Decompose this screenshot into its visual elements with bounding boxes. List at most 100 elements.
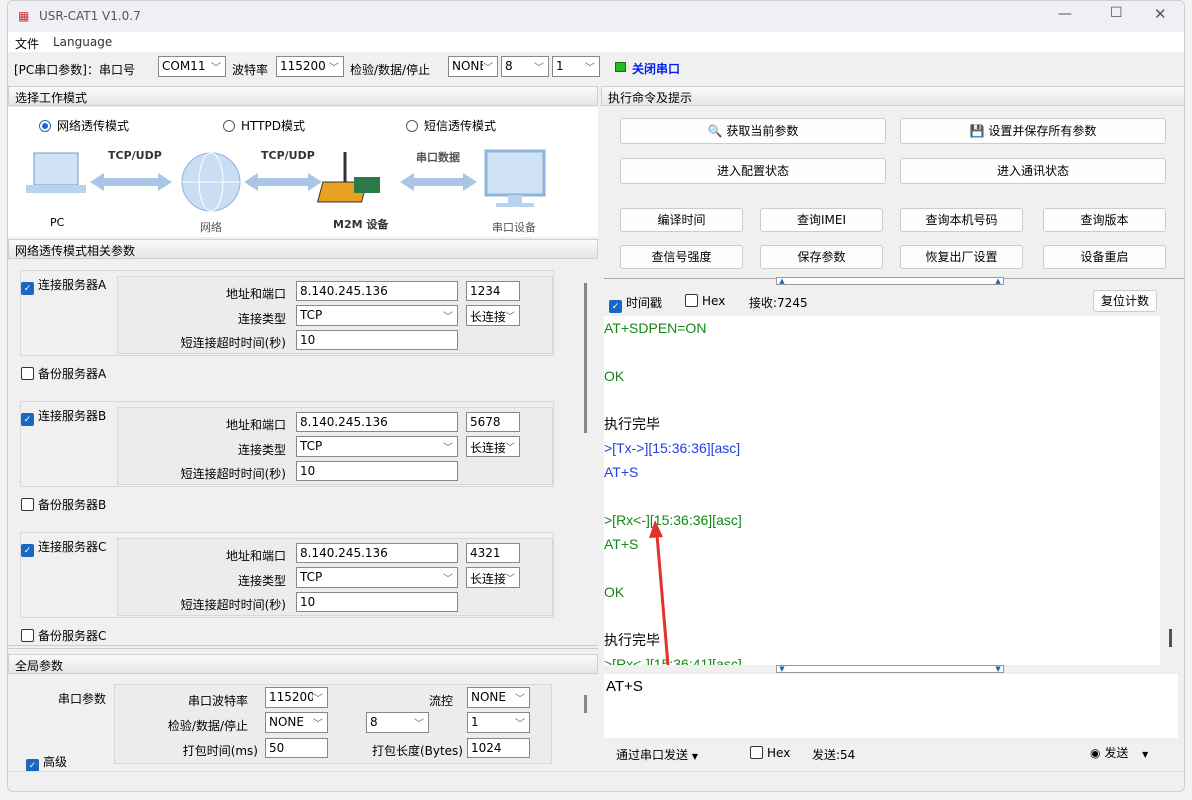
reset-count-button[interactable]: 复位计数 (1093, 290, 1157, 312)
pc-icon (26, 152, 86, 193)
save-all-button[interactable]: 💾 设置并保存所有参数 (900, 118, 1166, 144)
connection-mode-select[interactable]: 长连接 ﹀ (466, 567, 520, 588)
menu-language[interactable]: Language (53, 35, 113, 49)
get-params-button[interactable]: 🔍 获取当前参数 (620, 118, 886, 144)
splitter[interactable] (8, 645, 598, 649)
command-button[interactable]: 查询IMEI (760, 208, 883, 232)
mode-radio-httpd[interactable]: HTTPD模式 (223, 117, 305, 134)
command-button[interactable]: 查信号强度 (620, 245, 743, 269)
global-databits-select[interactable]: 8 ﹀ (366, 712, 429, 733)
log-line: 执行完毕 (604, 416, 660, 432)
search-doc-icon: 🔍 (707, 124, 723, 138)
mode-radio-sms[interactable]: 短信透传模式 (406, 117, 496, 134)
arrow-icon (244, 173, 322, 191)
command-button[interactable]: 查询本机号码 (900, 208, 1023, 232)
send-mode-dropdown[interactable]: 通过串口发送 ▼ (616, 748, 698, 762)
backup-server-checkbox[interactable]: 备份服务器A (21, 365, 106, 382)
save-icon: 💾 (969, 124, 985, 138)
log-line: 执行完毕 (604, 632, 660, 648)
close-button[interactable]: ✕ (1154, 5, 1167, 23)
server-address-input[interactable]: 8.140.245.136 (296, 412, 458, 432)
databits-select[interactable]: 8 ﹀ (501, 56, 549, 77)
receive-log[interactable]: AT+SDPEN=ON OK 执行完毕 >[Tx->][15:36:36][asc] A… (604, 316, 1160, 665)
log-line: AT+SDPEN=ON (604, 320, 707, 336)
port-select[interactable]: COM11 ﹀ (158, 56, 226, 77)
connection-mode-select[interactable]: 长连接 ﹀ (466, 436, 520, 457)
command-button[interactable]: 设备重启 (1043, 245, 1166, 269)
server-port-input[interactable]: 5678 (466, 412, 520, 432)
server-port-input[interactable]: 1234 (466, 281, 520, 301)
flow-label: 流控 (429, 694, 454, 708)
connection-mode-select[interactable]: 长连接 ﹀ (466, 305, 520, 326)
backup-server-checkbox[interactable]: 备份服务器C (21, 627, 106, 643)
global-scrollbar[interactable] (584, 695, 587, 713)
pack-len-label: 打包长度(Bytes) (371, 744, 463, 758)
splitter-handle[interactable]: ▲ ▲ (776, 277, 1004, 285)
pack-time-input[interactable]: 50 (265, 738, 328, 758)
log-line (604, 484, 1160, 508)
enter-config-button[interactable]: 进入配置状态 (620, 158, 886, 184)
timeout-input[interactable]: 10 (296, 461, 458, 481)
timeout-label: 短连接超时时间(秒) (180, 336, 286, 350)
server-list-scrollbar[interactable] (584, 283, 587, 433)
tx-hex-checkbox[interactable]: Hex (750, 746, 790, 760)
global-baud-select[interactable]: 115200 ﹀ (265, 687, 328, 708)
window-title: USR-CAT1 V1.0.7 (39, 9, 141, 23)
timeout-input[interactable]: 10 (296, 330, 458, 350)
command-button[interactable]: 保存参数 (760, 245, 883, 269)
enter-comm-button[interactable]: 进入通讯状态 (900, 158, 1166, 184)
log-line (604, 388, 1160, 412)
log-line: >[Rx<-][15:36:36][asc] (604, 512, 742, 528)
server-checkbox[interactable]: ✓ 连接服务器C (21, 538, 106, 557)
log-scrollbar[interactable] (1169, 629, 1172, 647)
server-port-input[interactable]: 4321 (466, 543, 520, 563)
status-bar (8, 771, 1184, 791)
connection-type-select[interactable]: TCP ﹀ (296, 567, 458, 588)
command-button[interactable]: 查询版本 (1043, 208, 1166, 232)
addr-label: 地址和端口 (225, 418, 286, 432)
server-block (20, 401, 554, 487)
net-params-header: 网络透传模式相关参数 (8, 239, 598, 259)
pack-time-label: 打包时间(ms) (182, 744, 258, 758)
log-line: OK (604, 368, 625, 384)
log-line: >[Tx->][15:36:36][asc] (604, 440, 741, 456)
send-button[interactable]: ◉ 发送 ▼ (1090, 746, 1149, 760)
command-button[interactable]: 编译时间 (620, 208, 743, 232)
flow-select[interactable]: NONE ﹀ (467, 687, 530, 708)
timestamp-checkbox[interactable]: ✓ 时间戳 (609, 294, 662, 313)
m2m-device-icon (316, 152, 380, 203)
parity-select[interactable]: NONE ﹀ (448, 56, 498, 77)
server-address-input[interactable]: 8.140.245.136 (296, 281, 458, 301)
rx-hex-checkbox[interactable]: Hex (685, 294, 725, 308)
menu-file[interactable]: 文件 (15, 37, 40, 51)
server-checkbox[interactable]: ✓ 连接服务器B (21, 407, 106, 426)
topology-diagram (26, 149, 546, 212)
log-line (604, 340, 1160, 364)
global-parity-select[interactable]: NONE ﹀ (265, 712, 328, 733)
connection-type-select[interactable]: TCP ﹀ (296, 436, 458, 457)
server-address-input[interactable]: 8.140.245.136 (296, 543, 458, 563)
global-stopbits-select[interactable]: 1 ﹀ (467, 712, 530, 733)
toolbar: [PC串口参数]：串口号 COM11 ﹀ 波特率 115200 ﹀ 检验/数据/停止… (8, 52, 1184, 82)
splitter-handle-bottom[interactable]: ▼ ▼ (776, 665, 1004, 673)
global-params-panel: 串口参数 串口波特率 115200 ﹀ 流控 NONE ﹀ 检验/数据/停止 NON… (8, 675, 598, 772)
backup-server-checkbox[interactable]: 备份服务器B (21, 496, 106, 513)
mode-radio-network[interactable]: 网络透传模式 (39, 117, 129, 134)
stopbits-select[interactable]: 1 ﹀ (552, 56, 600, 77)
pack-len-input[interactable]: 1024 (467, 738, 530, 758)
connection-type-select[interactable]: TCP ﹀ (296, 305, 458, 326)
port-status-led-icon (615, 62, 626, 72)
send-input[interactable]: AT+S (604, 674, 1178, 738)
minimize-button[interactable]: — (1058, 6, 1072, 22)
server-checkbox[interactable]: ✓ 连接服务器A (21, 276, 106, 295)
type-label: 连接类型 (237, 574, 286, 588)
command-button[interactable]: 恢复出厂设置 (900, 245, 1023, 269)
addr-label: 地址和端口 (225, 549, 286, 563)
baud-select[interactable]: 115200 ﹀ (276, 56, 344, 77)
advanced-checkbox[interactable]: ✓ 高级 (26, 753, 67, 772)
log-line (604, 604, 1160, 628)
maximize-button[interactable]: ☐ (1110, 5, 1123, 21)
close-port-button[interactable]: 关闭串口 (632, 62, 681, 76)
timeout-input[interactable]: 10 (296, 592, 458, 612)
mode-panel: 网络透传模式 HTTPD模式 短信透传模式 PC TCP/UDP 网络 TCP/… (8, 107, 598, 237)
